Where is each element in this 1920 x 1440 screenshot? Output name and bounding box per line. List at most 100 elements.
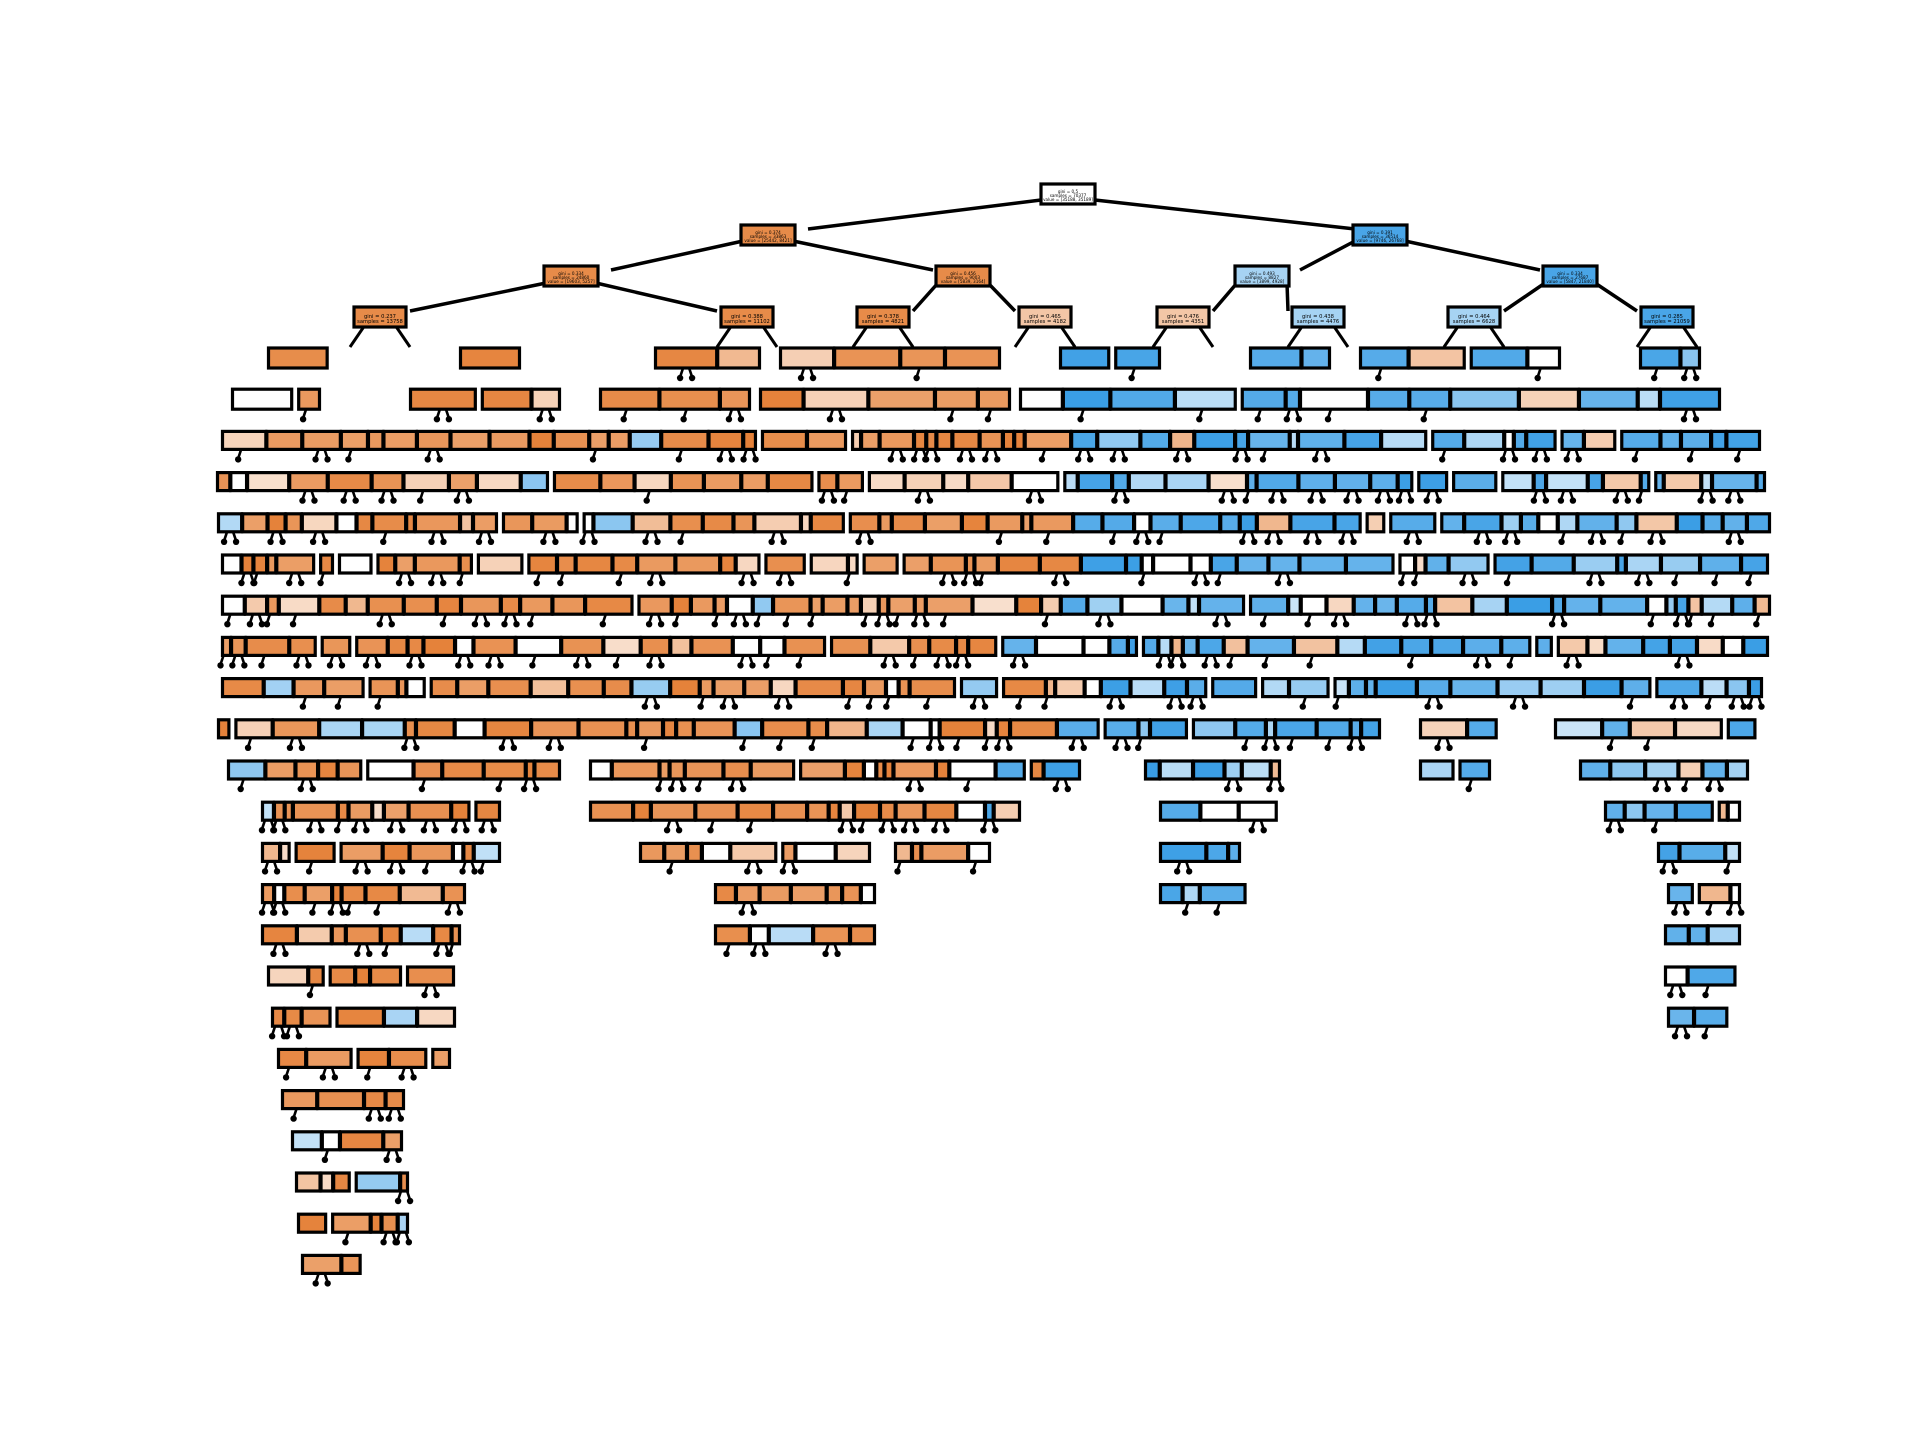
- node-box: [398, 882, 444, 905]
- tree-node: [1731, 594, 1756, 616]
- edge-arrowhead: [1274, 579, 1282, 587]
- node-box: [220, 429, 268, 451]
- node-box: [592, 512, 634, 534]
- tree-node: [220, 553, 243, 575]
- edge-arrowhead: [432, 827, 440, 834]
- tree-node: [447, 471, 479, 493]
- edge-arrowhead: [780, 538, 787, 545]
- tree-node: [283, 882, 306, 905]
- tree-node: [1374, 676, 1418, 699]
- tree-node: [761, 718, 810, 740]
- tree-node: [1079, 553, 1128, 575]
- edge-arrowhead: [453, 497, 461, 504]
- tree-node: [1724, 841, 1742, 864]
- tree-node: [669, 512, 704, 534]
- edge-arrowhead: [1213, 909, 1220, 916]
- tree-node: [1358, 346, 1410, 370]
- tree-node: [1039, 594, 1062, 616]
- tree-node: [1042, 759, 1082, 781]
- tree-edge: [1594, 281, 1638, 313]
- tree-node: [633, 471, 672, 493]
- edge-arrowhead: [923, 621, 930, 628]
- edge-arrowhead: [655, 785, 662, 793]
- node-box: [1099, 676, 1132, 699]
- edge-arrowhead: [406, 662, 413, 669]
- node-box: [1287, 676, 1330, 699]
- tree-node: [415, 429, 452, 451]
- node-box: [897, 676, 911, 699]
- tree-node: [1519, 512, 1540, 534]
- node-box: [771, 800, 809, 822]
- node-box: [336, 759, 363, 781]
- edge-arrowhead: [282, 950, 289, 957]
- node-box: [806, 800, 830, 822]
- node-box: [1424, 594, 1437, 616]
- edge-arrowhead: [1166, 703, 1173, 710]
- edge-arrowhead: [258, 621, 266, 628]
- node-box: [1701, 759, 1729, 781]
- node-box: [488, 429, 531, 451]
- node-box: [1710, 429, 1728, 451]
- tree-node: [301, 429, 342, 451]
- node-box: [1530, 553, 1575, 575]
- edge-arrowhead: [981, 744, 989, 751]
- tree-node: [967, 635, 998, 658]
- edge-arrowhead: [937, 744, 945, 751]
- node-box: [1398, 553, 1417, 575]
- node-box: [1726, 718, 1757, 740]
- node-box: [335, 1006, 386, 1028]
- edge-arrowhead: [1319, 497, 1326, 504]
- tree-node: [1015, 594, 1043, 616]
- node-box: [1137, 718, 1152, 740]
- tree-node: [1505, 594, 1554, 616]
- tree-node: [690, 635, 734, 658]
- node-box: [1582, 676, 1623, 699]
- node-box: [1139, 429, 1172, 451]
- tree-node: [413, 512, 462, 534]
- edge-arrowhead: [418, 785, 426, 793]
- edge-arrowhead: [730, 621, 738, 628]
- tree-node: [379, 924, 402, 946]
- tree-node: [802, 387, 870, 411]
- tree-edge: [1058, 324, 1077, 348]
- node-box: [376, 553, 397, 575]
- tree-edge: [911, 281, 940, 313]
- tree-node: [275, 553, 316, 575]
- tree-edge: [1196, 324, 1215, 348]
- tree-node: [402, 471, 451, 493]
- node-box: [366, 429, 385, 451]
- edge-arrowhead: [640, 744, 648, 751]
- tree-node: [713, 594, 729, 616]
- node-box: [799, 759, 846, 781]
- node-box: [234, 718, 274, 740]
- node-box: [1209, 553, 1238, 575]
- node-box: [978, 429, 1005, 451]
- node-box: [278, 841, 291, 864]
- tree-node: [499, 594, 522, 616]
- tree-node: [519, 594, 554, 616]
- node-box: [1725, 759, 1750, 781]
- node-box: [386, 635, 409, 658]
- node-box: [878, 429, 916, 451]
- tree-node: [827, 800, 841, 822]
- edge-arrowhead: [1107, 621, 1114, 628]
- node-box: [1149, 512, 1182, 534]
- edge-arrowhead: [237, 785, 244, 793]
- tree-node: [1030, 512, 1075, 534]
- edge-arrowhead: [1086, 456, 1094, 463]
- node-box: [1721, 635, 1745, 658]
- node-text-line: gini = 0.388: [731, 314, 763, 320]
- edge-arrowhead: [907, 744, 914, 751]
- edge-arrowhead: [775, 579, 783, 587]
- node-box: [903, 471, 945, 493]
- edge-arrowhead: [1671, 579, 1678, 587]
- edge-arrowhead: [1542, 497, 1550, 504]
- tree-node: [344, 594, 369, 616]
- node-box: [245, 471, 291, 493]
- edge-arrowhead: [982, 456, 989, 463]
- edge-arrowhead: [1332, 703, 1339, 710]
- edge-arrowhead: [1711, 579, 1718, 587]
- tree-node: [1452, 471, 1498, 493]
